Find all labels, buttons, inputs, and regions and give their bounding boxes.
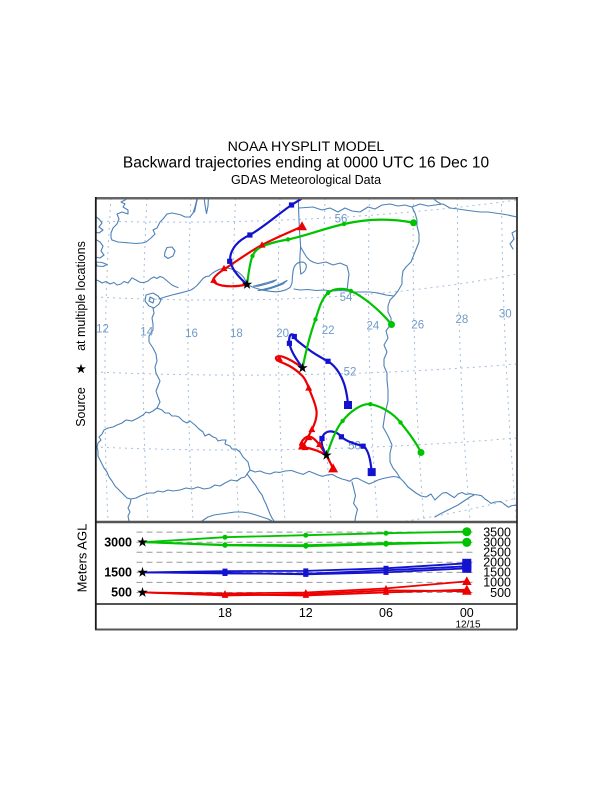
svg-text:2500: 2500: [483, 546, 511, 560]
svg-text:18: 18: [218, 606, 232, 620]
svg-text:3000: 3000: [104, 535, 132, 549]
svg-text:28: 28: [456, 314, 469, 326]
svg-text:Source: Source: [74, 387, 88, 427]
svg-text:GDAS Meteorological Data: GDAS Meteorological Data: [231, 173, 381, 187]
svg-text:30: 30: [499, 308, 512, 320]
svg-text:at multiple locations: at multiple locations: [74, 241, 88, 351]
svg-text:06: 06: [379, 606, 393, 620]
svg-text:Backward trajectories ending a: Backward trajectories ending at 0000 UTC…: [123, 155, 490, 172]
svg-text:3500: 3500: [483, 525, 511, 539]
svg-text:1000: 1000: [483, 576, 511, 590]
svg-text:NOAA HYSPLIT MODEL: NOAA HYSPLIT MODEL: [228, 139, 385, 155]
svg-text:24: 24: [367, 321, 380, 333]
svg-text:16: 16: [185, 328, 198, 340]
svg-text:22: 22: [322, 325, 335, 337]
svg-text:12/15: 12/15: [455, 620, 480, 631]
svg-text:18: 18: [230, 328, 243, 340]
svg-text:500: 500: [111, 586, 132, 600]
svg-text:54: 54: [340, 292, 353, 304]
svg-text:00: 00: [460, 606, 474, 620]
svg-text:52: 52: [344, 366, 357, 378]
svg-text:26: 26: [411, 320, 424, 332]
svg-text:1500: 1500: [104, 566, 132, 580]
svg-text:1500: 1500: [483, 566, 511, 580]
svg-text:12: 12: [299, 606, 313, 620]
svg-text:Meters AGL: Meters AGL: [75, 524, 90, 593]
svg-text:12: 12: [96, 323, 109, 335]
svg-text:3000: 3000: [483, 536, 511, 550]
svg-text:500: 500: [490, 586, 511, 600]
svg-text:20: 20: [276, 328, 289, 340]
svg-text:14: 14: [140, 327, 153, 339]
svg-text:2000: 2000: [483, 556, 511, 570]
